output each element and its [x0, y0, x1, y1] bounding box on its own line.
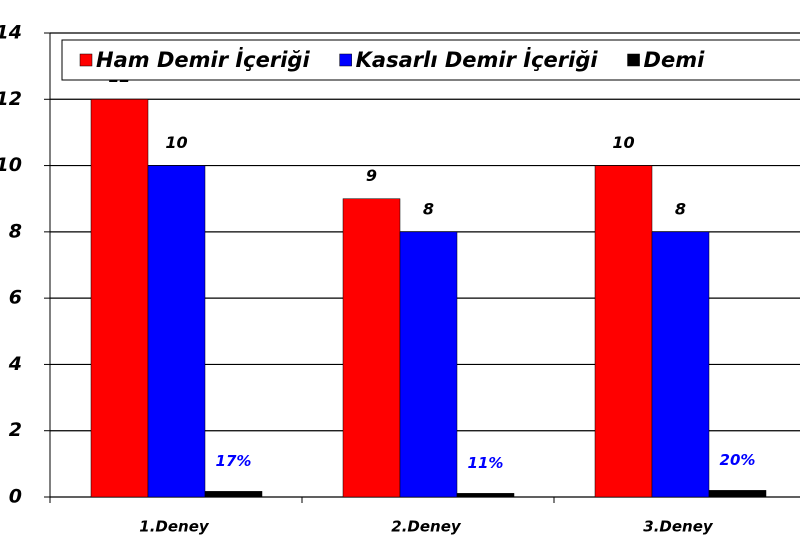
bar [708, 490, 767, 498]
bar [594, 165, 653, 498]
bar [456, 493, 515, 498]
data-label: 10 [612, 133, 634, 152]
y-tick-label: 8 [9, 220, 22, 242]
y-tick-label: 10 [0, 154, 22, 176]
legend-swatch [627, 53, 640, 67]
legend-swatch [79, 53, 93, 67]
legend-label: Kasarlı Demir İçeriği [356, 47, 599, 72]
data-label: 9 [366, 166, 377, 185]
x-tick-label: 3.Deney [643, 518, 714, 536]
legend-swatch [339, 53, 352, 67]
y-tick-label: 4 [8, 353, 22, 375]
data-label: 10 [165, 133, 187, 152]
bar [399, 231, 458, 498]
bar [342, 198, 401, 498]
y-tick-label: 6 [9, 287, 22, 309]
legend-box [61, 39, 800, 81]
legend-label: Ham Demir İçeriği [96, 47, 310, 72]
legend-label: Demi [644, 48, 706, 72]
y-tick-label: 2 [9, 419, 22, 441]
x-tick-label: 2.Deney [391, 518, 462, 536]
data-label: 8 [423, 199, 434, 218]
bar [651, 231, 710, 498]
bar [147, 165, 206, 498]
bar [204, 491, 263, 498]
bar [90, 99, 149, 498]
y-tick-label: 0 [9, 486, 22, 508]
x-tick-label: 1.Deney [139, 518, 210, 536]
y-tick-label: 14 [0, 22, 22, 44]
y-tick-label: 12 [0, 88, 22, 110]
data-label: 11% [468, 454, 504, 472]
data-label: 17% [216, 452, 252, 470]
data-label: 8 [675, 199, 686, 218]
data-label: 20% [720, 451, 756, 469]
